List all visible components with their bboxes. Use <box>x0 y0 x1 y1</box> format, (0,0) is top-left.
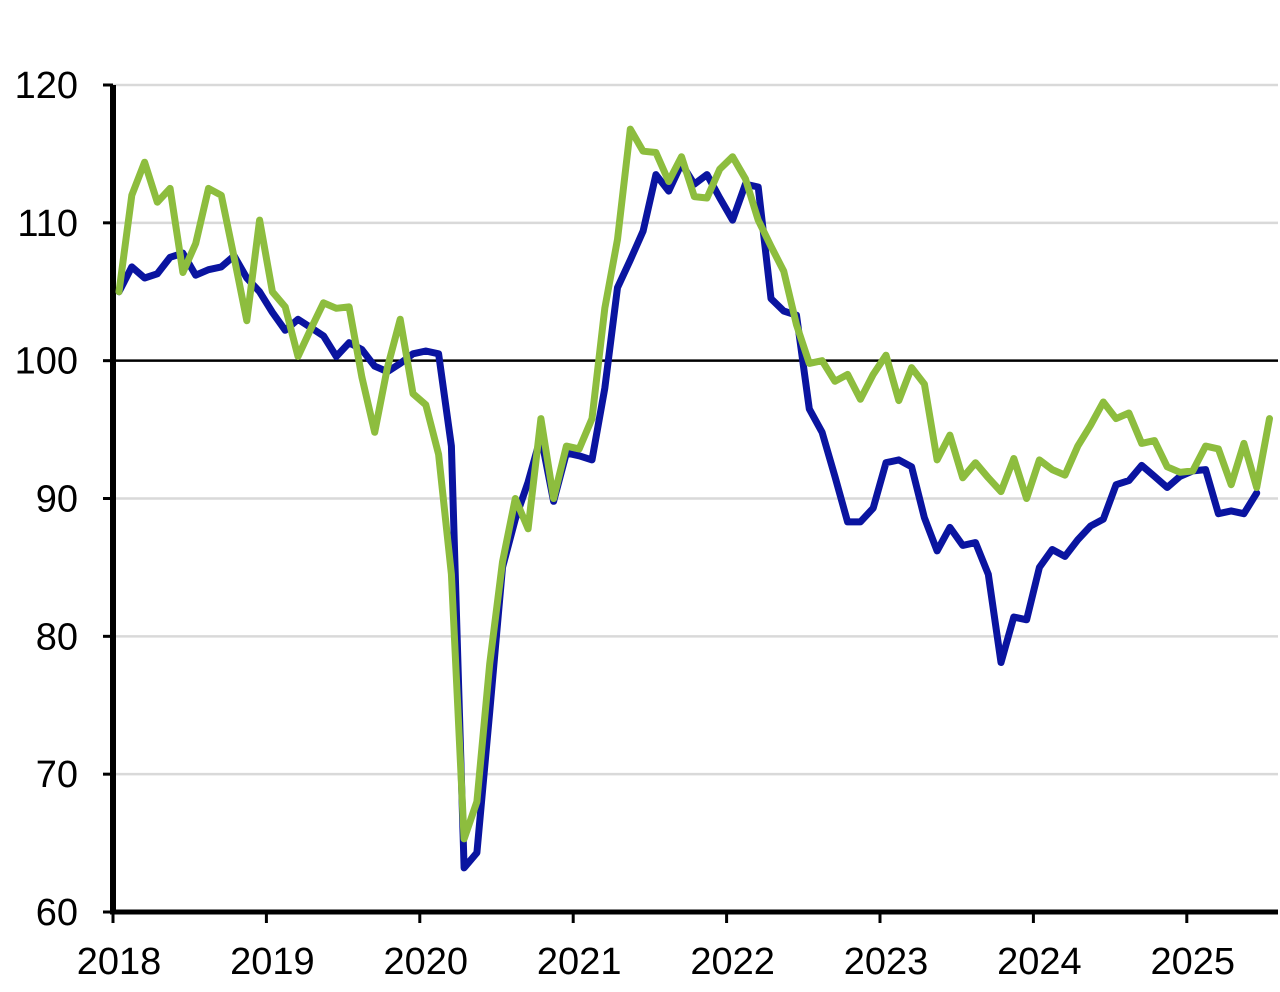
x-tick-labels: 2018 2019 2020 2021 2022 2023 2024 2025 <box>77 941 1235 983</box>
x-tick-label: 2018 <box>77 941 162 983</box>
x-tick-label: 2025 <box>1151 941 1236 983</box>
x-tick-label: 2022 <box>690 941 775 983</box>
x-tick-label: 2020 <box>384 941 469 983</box>
x-tick-label: 2019 <box>230 941 315 983</box>
axes <box>103 83 1278 923</box>
x-tick-label: 2024 <box>997 941 1082 983</box>
gridlines <box>113 83 1278 776</box>
y-tick-labels: 60 70 80 90 100 110 120 <box>15 65 78 934</box>
y-tick-label: 90 <box>36 479 78 521</box>
y-tick-label: 110 <box>17 203 78 245</box>
series-line-green <box>115 125 1273 843</box>
series-lines <box>115 125 1273 872</box>
x-tick-label: 2021 <box>537 941 622 983</box>
y-tick-label: 70 <box>36 754 78 796</box>
x-tick-label: 2023 <box>844 941 929 983</box>
y-tick-label: 120 <box>15 65 78 107</box>
series-line-blue <box>115 160 1261 872</box>
y-tick-label: 80 <box>36 616 78 658</box>
y-tick-label: 100 <box>15 341 78 383</box>
y-tick-label: 60 <box>36 892 78 934</box>
